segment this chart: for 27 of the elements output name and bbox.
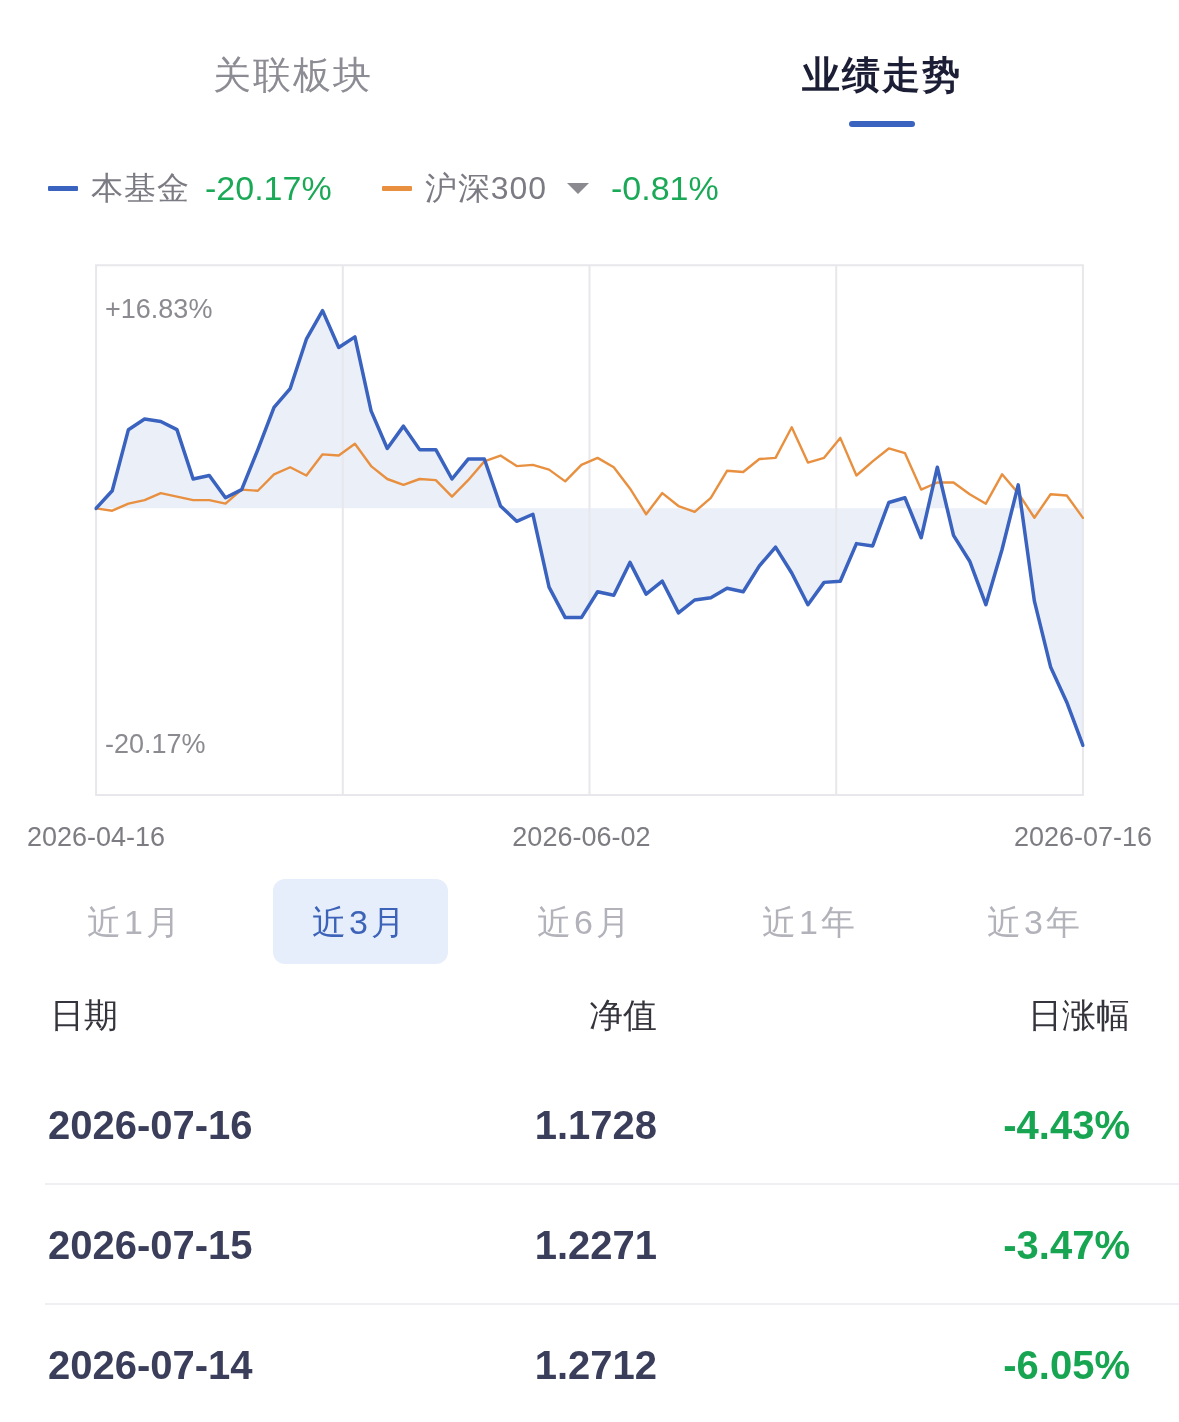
text: 业绩走势 [802,53,962,97]
x-tick-label: 2026-06-02 [512,821,651,852]
text: -3.47% [1003,1223,1130,1267]
text: 1.2712 [534,1343,657,1387]
text: 近1年 [762,903,858,941]
text: 2026-07-16 [48,1103,253,1147]
text: 1.2271 [534,1223,657,1267]
text: 2026-07-15 [48,1223,253,1267]
text: -4.43% [1003,1103,1130,1147]
text: 近6月 [537,903,633,941]
text: -20.17% [205,168,332,208]
legend-label: 本基金 [91,169,190,208]
x-tick-label: 2026-07-16 [1013,821,1153,852]
text: -0.81% [611,168,719,208]
text: 2026-07-14 [48,1343,253,1387]
text: 近3年 [987,903,1083,941]
text: 近3月 [312,903,408,941]
text: 日期 [50,996,118,1034]
x-tick-label: 2026-04-16 [26,821,166,852]
text: 关联板块 [213,53,373,97]
text: 日涨幅 [1028,996,1130,1034]
text: -6.05% [1003,1343,1130,1387]
legend-label: 沪深300 [424,169,548,208]
text: 近1月 [87,903,183,941]
text: 1.1728 [534,1103,657,1147]
y-tick-label: +16.83% [105,294,213,325]
text: 净值 [589,996,657,1034]
